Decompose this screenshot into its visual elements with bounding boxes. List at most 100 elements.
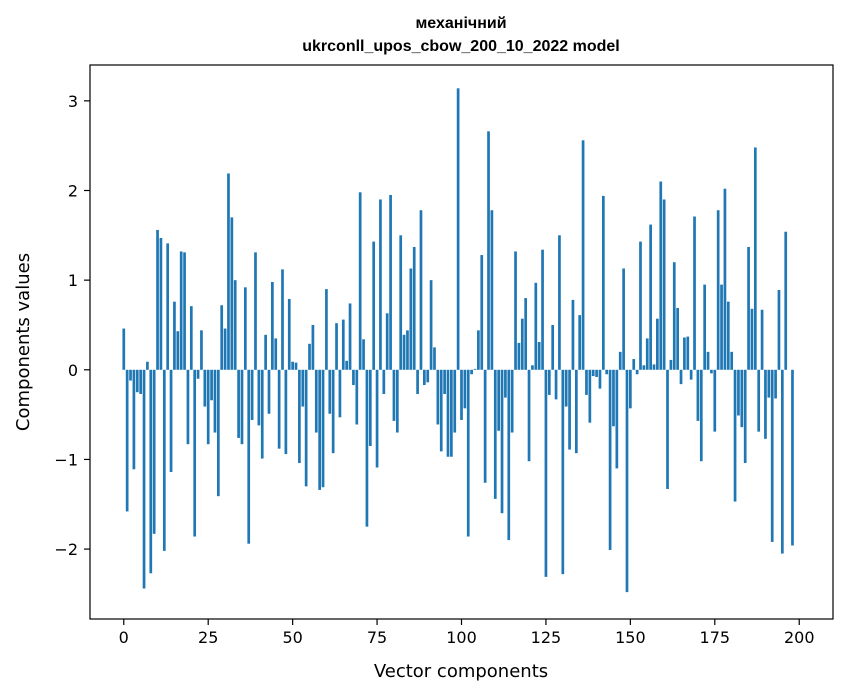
bar: [764, 369, 767, 439]
bar: [780, 369, 784, 554]
bar: [760, 309, 764, 370]
bar: [767, 369, 771, 398]
bar: [720, 284, 723, 370]
bar: [227, 173, 230, 370]
bar: [352, 369, 355, 386]
bar: [534, 282, 538, 370]
bar: [304, 369, 308, 487]
bar: [179, 251, 183, 370]
bar: [514, 251, 517, 370]
bar: [595, 369, 598, 377]
y-tick-label: 0: [68, 361, 78, 380]
bar: [129, 369, 132, 381]
bar: [477, 330, 480, 370]
bar: [301, 369, 305, 407]
x-tick-label: 75: [367, 628, 387, 647]
bar: [233, 280, 237, 370]
bar: [416, 369, 419, 394]
bar: [443, 369, 446, 394]
y-tick-label: 2: [68, 182, 78, 201]
bar: [139, 369, 143, 394]
bar: [716, 210, 720, 370]
bar: [693, 216, 696, 370]
bar: [710, 369, 713, 374]
bar-series: [122, 88, 794, 593]
bar: [656, 318, 659, 370]
bar: [517, 342, 521, 370]
bar: [274, 338, 278, 370]
bar: [220, 305, 224, 370]
bar: [142, 369, 146, 589]
bar: [426, 369, 430, 383]
bar: [652, 364, 656, 370]
bar: [601, 195, 605, 370]
chart-title-line2: ukrconll_upos_cbow_200_10_2022 model: [302, 38, 619, 55]
bar: [679, 369, 683, 385]
bar: [335, 323, 338, 370]
chart-title-line1: механічний: [415, 15, 506, 32]
x-axis-ticks: 0 25 50 75 100 125 150 175 200: [119, 619, 815, 647]
bar: [298, 369, 301, 464]
bar: [173, 301, 176, 370]
bar: [189, 306, 193, 370]
bar: [146, 361, 149, 370]
bar: [588, 369, 592, 423]
bar: [483, 369, 487, 483]
bar: [392, 369, 396, 421]
bar: [406, 330, 409, 370]
bar: [490, 210, 494, 370]
bar: [368, 369, 372, 446]
bar: [737, 369, 740, 416]
bar: [558, 235, 561, 370]
bar: [726, 301, 730, 370]
bar: [372, 241, 376, 370]
bar: [791, 369, 794, 546]
bar: [612, 369, 615, 427]
bar: [740, 369, 744, 428]
bar: [423, 369, 426, 386]
y-axis-ticks: −2 −1 0 1 2 3: [54, 92, 90, 559]
bar: [473, 368, 477, 370]
bar: [591, 369, 595, 377]
bar: [585, 369, 588, 395]
bar: [284, 369, 288, 455]
bar: [132, 369, 136, 470]
bar: [362, 339, 365, 370]
bar: [605, 369, 609, 375]
bar: [520, 318, 524, 370]
bar: [321, 369, 325, 488]
bar: [271, 281, 274, 370]
bar: [564, 369, 568, 407]
bar: [331, 369, 335, 454]
bar: [382, 369, 386, 394]
bar: [260, 369, 264, 459]
bar: [547, 369, 551, 395]
bar: [622, 268, 625, 370]
bar: [456, 88, 460, 370]
plot-area-frame: [89, 64, 834, 620]
bar: [689, 369, 693, 380]
bar: [152, 369, 156, 534]
bar: [281, 269, 284, 370]
bar: [554, 369, 558, 400]
bar: [642, 365, 646, 370]
bar: [314, 369, 318, 433]
bar: [686, 336, 690, 370]
bar: [463, 369, 467, 409]
bar: [672, 262, 676, 370]
bar: [311, 324, 315, 370]
bar: [723, 188, 727, 370]
bar: [510, 369, 514, 433]
bar: [750, 308, 754, 370]
bar: [466, 369, 470, 537]
bar: [757, 369, 761, 432]
bar: [250, 369, 254, 420]
bar: [629, 369, 632, 409]
bar: [240, 369, 244, 445]
bar: [730, 351, 734, 370]
bar: [446, 369, 450, 457]
bar: [135, 369, 139, 393]
bar: [200, 330, 203, 370]
bar: [162, 369, 166, 551]
